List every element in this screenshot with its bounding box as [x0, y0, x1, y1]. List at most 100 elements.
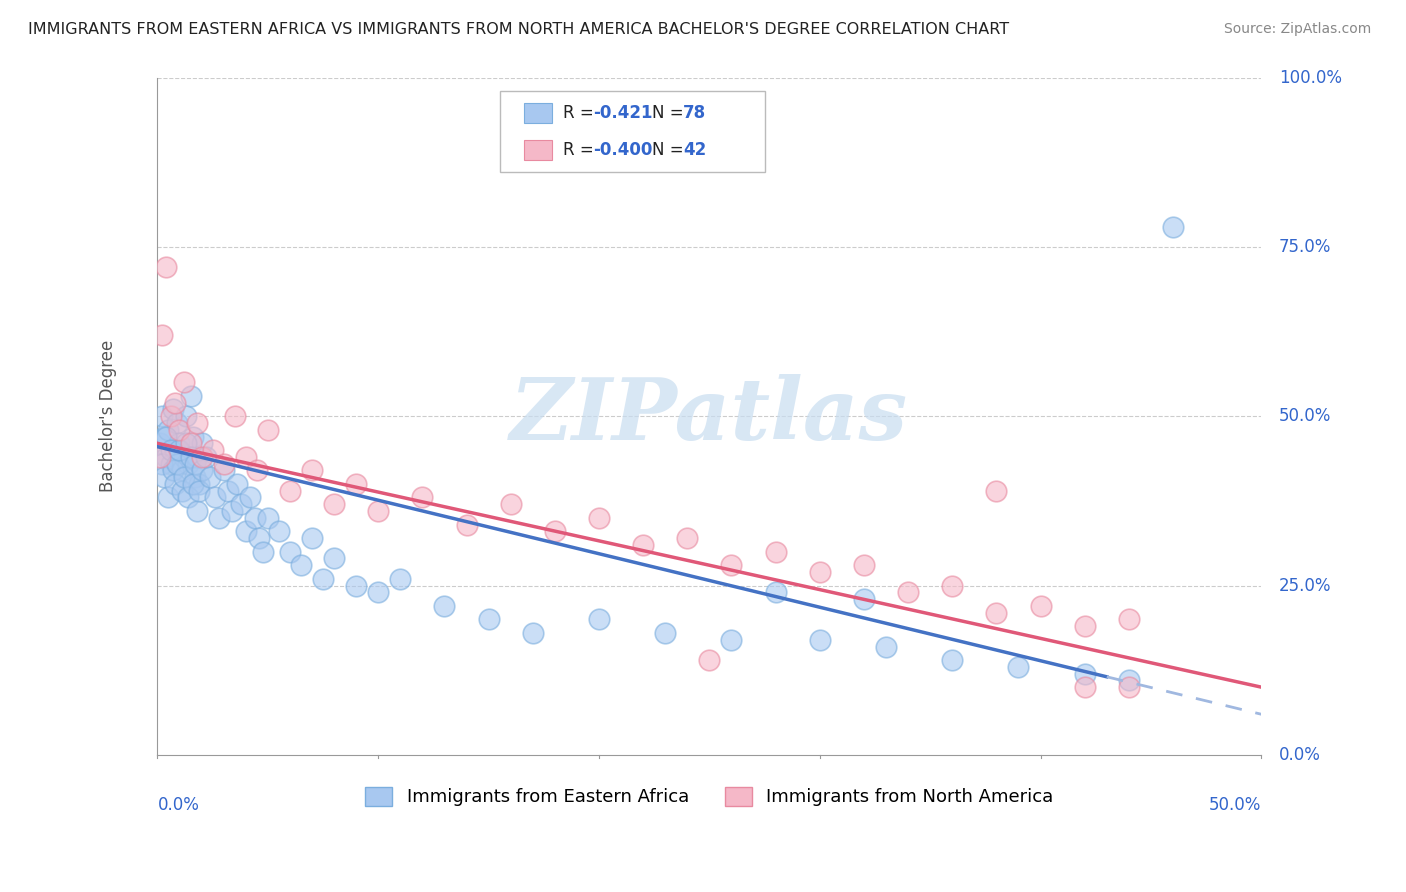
Point: [301, 531, 323, 545]
Point: [150, 327, 173, 342]
Point: [162, 402, 184, 417]
Text: IMMIGRANTS FROM EASTERN AFRICA VS IMMIGRANTS FROM NORTH AMERICA BACHELOR'S DEGRE: IMMIGRANTS FROM EASTERN AFRICA VS IMMIGR…: [28, 22, 1010, 37]
Point: [344, 477, 367, 491]
Point: [941, 653, 963, 667]
Point: [765, 585, 787, 599]
Point: [1007, 660, 1029, 674]
Point: [204, 491, 226, 505]
Point: [699, 653, 721, 667]
Point: [808, 632, 831, 647]
Point: [217, 483, 239, 498]
Point: [177, 457, 200, 471]
Point: [588, 511, 610, 525]
Point: [212, 457, 235, 471]
Point: [231, 497, 253, 511]
Point: [367, 504, 389, 518]
Point: [149, 450, 172, 464]
Point: [159, 457, 181, 471]
Point: [1161, 219, 1184, 234]
Point: [180, 436, 202, 450]
Point: [212, 463, 235, 477]
Text: N =: N =: [652, 104, 689, 122]
Point: [181, 477, 204, 491]
Point: [149, 436, 172, 450]
Point: [188, 483, 211, 498]
Point: [588, 612, 610, 626]
Point: [186, 504, 208, 518]
Text: 50.0%: 50.0%: [1279, 408, 1331, 425]
Point: [157, 423, 180, 437]
Point: [190, 450, 212, 464]
Point: [150, 457, 173, 471]
Point: [654, 626, 676, 640]
Point: [1073, 666, 1095, 681]
Point: [177, 491, 200, 505]
Text: R =: R =: [562, 141, 599, 160]
Point: [411, 491, 433, 505]
Point: [897, 585, 920, 599]
Point: [267, 524, 290, 539]
Point: [186, 416, 208, 430]
Point: [153, 429, 176, 443]
Point: [150, 409, 173, 424]
Point: [344, 578, 367, 592]
Point: [180, 450, 202, 464]
Point: [174, 409, 197, 424]
Point: [173, 470, 195, 484]
Point: [252, 544, 274, 558]
Point: [243, 511, 266, 525]
Point: [208, 511, 231, 525]
Text: -0.421: -0.421: [593, 104, 652, 122]
FancyBboxPatch shape: [499, 91, 765, 172]
Point: [166, 457, 188, 471]
Point: [301, 463, 323, 477]
Point: [256, 423, 278, 437]
Point: [190, 463, 212, 477]
Point: [1073, 619, 1095, 633]
Point: [477, 612, 499, 626]
Text: -0.400: -0.400: [593, 141, 652, 160]
Text: 100.0%: 100.0%: [1279, 69, 1341, 87]
Point: [239, 491, 262, 505]
Text: 42: 42: [683, 141, 706, 160]
Point: [499, 497, 522, 511]
Point: [278, 483, 301, 498]
Point: [221, 504, 243, 518]
Point: [1118, 680, 1140, 694]
Point: [188, 477, 211, 491]
Point: [1118, 673, 1140, 688]
Point: [522, 626, 544, 640]
Point: [367, 585, 389, 599]
Text: ZIPatlas: ZIPatlas: [510, 375, 908, 458]
Text: 50.0%: 50.0%: [1209, 796, 1261, 814]
Point: [278, 544, 301, 558]
Point: [169, 423, 191, 437]
Point: [852, 592, 875, 607]
Point: [153, 470, 176, 484]
Text: N =: N =: [652, 141, 689, 160]
Point: [165, 443, 187, 458]
Point: [544, 524, 567, 539]
Point: [155, 450, 177, 464]
Point: [180, 389, 202, 403]
Point: [169, 436, 191, 450]
Point: [312, 572, 335, 586]
Point: [247, 531, 270, 545]
Point: [1029, 599, 1052, 613]
Point: [173, 376, 195, 390]
Text: Source: ZipAtlas.com: Source: ZipAtlas.com: [1223, 22, 1371, 37]
Point: [174, 436, 197, 450]
Point: [200, 470, 222, 484]
Point: [246, 463, 269, 477]
Text: 25.0%: 25.0%: [1279, 576, 1331, 595]
Point: [631, 538, 654, 552]
Text: 75.0%: 75.0%: [1279, 238, 1331, 256]
Point: [765, 544, 787, 558]
Point: [201, 443, 224, 458]
Point: [173, 450, 195, 464]
Point: [235, 524, 257, 539]
Point: [225, 477, 247, 491]
Bar: [524, 140, 551, 161]
Point: [986, 483, 1008, 498]
Point: [184, 457, 207, 471]
